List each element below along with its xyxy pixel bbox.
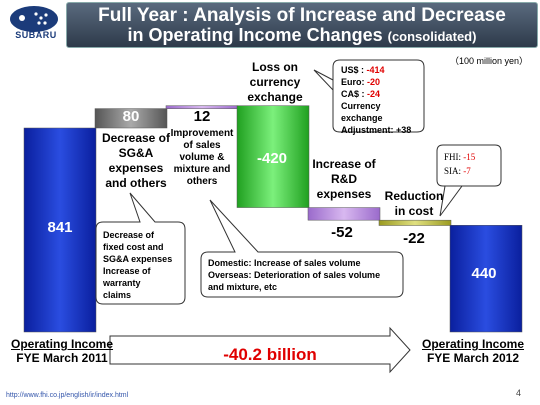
sga-callout-line2: fixed cost and	[103, 242, 164, 252]
volume-callout-line2: Overseas: Deterioration of sales volume	[208, 270, 381, 280]
bar-rnd	[307, 207, 381, 221]
callout-sia-value: -7	[463, 166, 471, 176]
sga-callout: Decrease of fixed cost and SG&A expenses…	[103, 229, 185, 301]
callout-currency-line6: Adjustment: +38	[341, 125, 412, 135]
callout-fhi-label: FHI:	[444, 152, 464, 162]
slide-header: SUBARU Full Year : Analysis of Increase …	[0, 0, 540, 50]
cost-callout: FHI: -15 SIA: -7	[444, 151, 500, 177]
total-change-arrow	[109, 326, 411, 374]
callout-sia: SIA: -7	[444, 165, 500, 177]
callout-cad-value: -24	[367, 89, 381, 99]
bar-value-neg22: -22	[403, 230, 425, 247]
currency-callout-bubble	[313, 59, 425, 133]
callout-euro: Euro: -20	[341, 76, 423, 88]
callout-fhi-value: -15	[463, 152, 476, 162]
end-label: Operating Income FYE March 2012	[410, 337, 536, 365]
callout-sia-label: SIA:	[444, 166, 464, 176]
volume-callout-bubble	[200, 199, 404, 298]
bar-start-2011	[23, 127, 97, 333]
bar-cost	[378, 219, 452, 226]
start-label-line1: Operating Income	[10, 337, 114, 351]
callout-usd-label: US$ :	[341, 65, 367, 75]
category-label-volume: Improvement of sales volume & mixture an…	[170, 128, 234, 187]
callout-fhi: FHI: -15	[444, 151, 500, 163]
category-label-cost: Reduction in cost	[384, 189, 444, 218]
page-number: 4	[516, 388, 522, 398]
end-label-line2: FYE March 2012	[426, 351, 520, 365]
callout-usd-value: -414	[366, 65, 385, 75]
title-box: Full Year : Analysis of Increase and Dec…	[66, 2, 538, 48]
callout-cad-label: CA$ :	[341, 89, 368, 99]
bar-end-2012	[449, 225, 523, 333]
page-subtitle: in Operating Income Changes (consolidate…	[67, 25, 537, 46]
logo-text: SUBARU	[15, 30, 57, 40]
sga-callout-line1: Decrease of	[103, 230, 155, 240]
callout-euro-label: Euro:	[341, 77, 367, 87]
end-label-line1: Operating Income	[421, 337, 525, 351]
start-label: Operating Income FYE March 2011	[6, 337, 118, 365]
sga-callout-line4: Increase of	[103, 266, 151, 276]
currency-callout: US$ : -414 Euro: -20 CA$ : -24 Currency …	[341, 64, 423, 136]
bar-value-12: 12	[193, 108, 211, 125]
cost-callout-bubble	[436, 144, 502, 217]
unit-label: （100 million yen）	[450, 56, 529, 66]
total-change-label: -40.2 billion	[223, 345, 317, 364]
sga-callout-line3: SG&A expenses	[103, 254, 173, 264]
volume-callout-line1: Domestic: Increase of sales volume	[208, 258, 361, 268]
category-label-currency: Loss on currency exchange	[247, 60, 303, 104]
bar-sga	[94, 108, 168, 129]
bar-value-neg420: -420	[256, 150, 288, 167]
page-title: Full Year : Analysis of Increase and Dec…	[98, 5, 506, 26]
sga-callout-bubble	[95, 192, 186, 305]
bar-value-80: 80	[122, 108, 140, 125]
callout-usd: US$ : -414	[341, 64, 423, 76]
callout-euro-value: -20	[367, 77, 381, 87]
start-label-line2: FYE March 2011	[16, 351, 108, 365]
subaru-logo-icon	[10, 6, 58, 32]
volume-callout-line3: and mixture, etc	[208, 282, 278, 292]
callout-currency-line4: Currency	[341, 101, 381, 111]
bar-value-440: 440	[471, 265, 497, 282]
category-label-sga: Decrease of SG&A expenses and others	[101, 131, 171, 190]
sga-callout-line5: warranty	[103, 278, 141, 288]
volume-callout: Domestic: Increase of sales volume Overs…	[208, 257, 403, 293]
bar-value-841: 841	[47, 219, 73, 236]
footer-url-link[interactable]: http://www.fhi.co.jp/english/ir/index.ht…	[6, 392, 129, 399]
callout-currency-line5: exchange	[341, 113, 383, 123]
category-label-rnd: Increase of R&D expenses	[312, 157, 376, 201]
page-subtitle-qualifier: (consolidated)	[387, 29, 477, 44]
page-subtitle-main: in Operating Income Changes	[127, 25, 383, 45]
callout-cad: CA$ : -24	[341, 88, 423, 100]
bar-value-neg52: -52	[331, 224, 353, 241]
sga-callout-line6: claims	[103, 290, 132, 300]
bar-currency	[236, 105, 310, 208]
